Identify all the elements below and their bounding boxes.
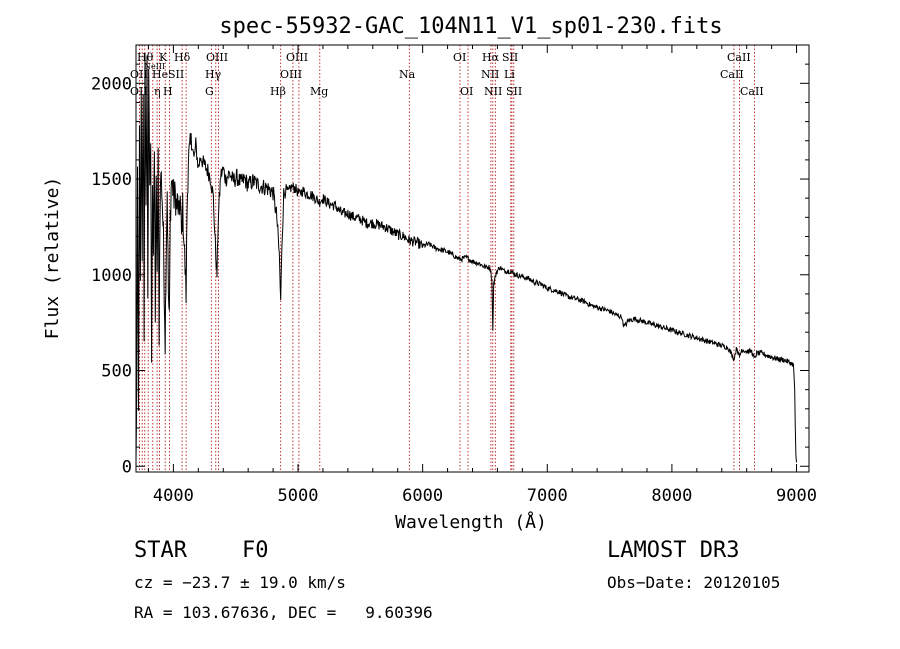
line-markers <box>138 45 755 472</box>
x-tick-label: 4000 <box>153 486 194 506</box>
line-label: OI <box>453 51 466 64</box>
line-label: CaII <box>727 51 751 64</box>
line-label: SII <box>506 85 522 98</box>
survey-name: LAMOST DR3 <box>607 538 740 563</box>
line-label: Hγ <box>205 68 222 81</box>
coordinates: RA = 103.67636, DEC = 9.60396 <box>134 603 433 622</box>
line-label: NII <box>484 85 502 98</box>
line-label: CaII <box>720 68 744 81</box>
obs-date: Obs−Date: 20120105 <box>607 573 781 592</box>
line-label: NeIII <box>144 62 165 71</box>
line-label: He <box>152 68 168 81</box>
line-label: Hα <box>482 51 500 64</box>
y-tick-label: 0 <box>122 457 132 477</box>
x-tick-label: 9000 <box>776 486 817 506</box>
series-layer <box>135 54 797 463</box>
y-tick-label: 1500 <box>91 170 132 190</box>
line-label: Na <box>399 68 416 81</box>
redshift-cz: cz = −23.7 ± 19.0 km/s <box>134 573 346 592</box>
series-line-flux <box>135 54 797 463</box>
line-label: CaII <box>740 85 764 98</box>
line-label: OII <box>130 68 148 81</box>
line-label: Hβ <box>270 85 286 98</box>
line-label: OIII <box>280 68 302 81</box>
x-tick-label: 8000 <box>651 486 692 506</box>
line-label: G <box>205 85 214 98</box>
x-tick-label: 5000 <box>278 486 319 506</box>
y-tick-label: 500 <box>101 362 132 382</box>
line-label: K <box>159 51 168 64</box>
line-label-group: Hθ K Hδ OII He SII OII η H NeIII OIII Hγ… <box>130 51 764 98</box>
object-subclass: F0 <box>242 538 269 563</box>
line-label: OII <box>130 85 148 98</box>
y-tick-label: 2000 <box>91 74 132 94</box>
line-label: Hθ <box>137 51 154 64</box>
line-label: NII <box>481 68 499 81</box>
line-label: H <box>163 85 173 98</box>
line-label: SII <box>168 68 184 81</box>
line-label: OIII <box>286 51 308 64</box>
x-tick-label: 7000 <box>527 486 568 506</box>
line-label: SII <box>502 51 518 64</box>
x-axis-label: Wavelength (Å) <box>395 511 547 533</box>
line-label: OIII <box>206 51 228 64</box>
line-label: OI <box>460 85 473 98</box>
line-label: η <box>154 85 161 98</box>
x-tick-label: 6000 <box>402 486 443 506</box>
axis-ticks: 4000 5000 6000 7000 8000 9000 0 500 1000 1500 2000 <box>91 45 817 506</box>
y-tick-label: 1000 <box>91 266 132 286</box>
y-axis-label: Flux (relative) <box>42 177 63 340</box>
line-label: Li <box>504 68 515 81</box>
line-label: Mg <box>310 85 328 98</box>
object-class: STAR <box>134 538 187 563</box>
line-label: Hδ <box>174 51 191 64</box>
chart-title: spec-55932-GAC_104N11_V1_sp01-230.fits <box>219 14 722 39</box>
